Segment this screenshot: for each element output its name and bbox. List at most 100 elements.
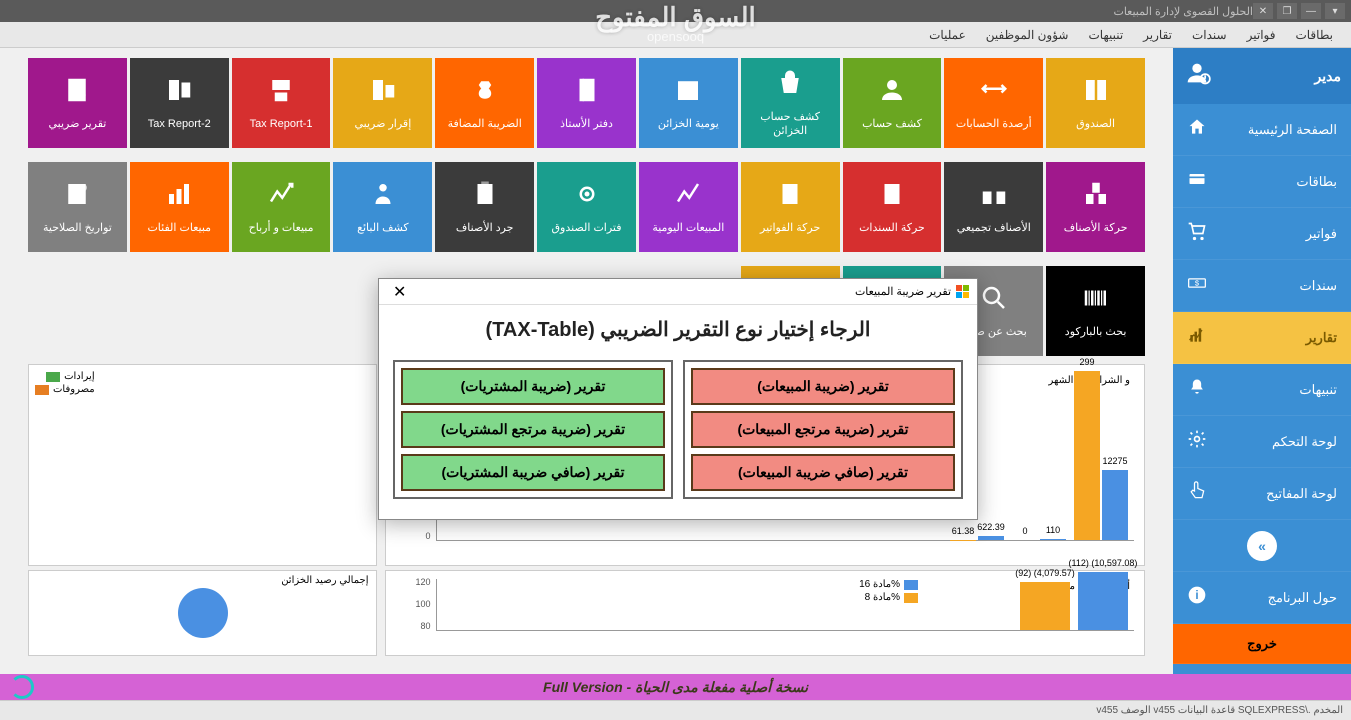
svg-text:$: $ [1195,278,1200,287]
tile-cats[interactable]: مبيعات الفئات [130,162,229,252]
menu-cards[interactable]: بطاقات [1287,26,1341,44]
tile-label: حركة السندات [859,222,925,235]
tile-barcode[interactable]: بحث بالباركود [1046,266,1145,356]
btn-purchase-tax-report[interactable]: تقرير (ضريبة المشتريات) [401,368,665,405]
sidebar-label: حول البرنامج [1268,590,1337,606]
tax-report-dialog: تقرير ضريبة المبيعات ✕ الرجاء إختيار نوع… [378,278,978,520]
main-menubar: بطاقات فواتير سندات تقارير تنبيهات شؤون … [0,22,1351,48]
tile-taxcalc[interactable]: إقرار ضريبي [333,58,432,148]
sidebar-item-control-panel[interactable]: لوحة التحكم [1173,416,1351,468]
main-content: الصندوق أرصدة الحسابات كشف حساب $ كشف حساب ا… [0,48,1173,678]
tile-label: كشف حساب الخزائن [745,111,836,137]
exchange-icon [979,75,1009,112]
tile-label: جرد الأصناف [456,222,514,235]
tile-person[interactable]: كشف حساب [843,58,942,148]
window-title: الحلول القصوى لإدارة المبيعات [6,5,1253,18]
tile-label: Tax Report-1 [250,118,313,131]
window-min-button[interactable]: — [1301,3,1321,19]
tile-bag[interactable]: $ كشف حساب الخزائن [741,58,840,148]
tile-seller[interactable]: كشف البائع [333,162,432,252]
sidebar-item-about[interactable]: حول البرنامج i [1173,572,1351,624]
btn-sales-return-tax-report[interactable]: تقرير (ضريبة مرتجع المبيعات) [691,411,955,448]
barcode-icon [1081,283,1111,320]
doc-icon [877,179,907,216]
sidebar-exit-button[interactable]: خروج [1173,624,1351,664]
tile-gear2[interactable]: فترات الصندوق [537,162,636,252]
chart-legend-box: إيراداتمصروفات [28,364,377,566]
sidebar-label: لوحة المفاتيح [1266,486,1337,502]
dialog-titlebar: تقرير ضريبة المبيعات ✕ [379,279,977,305]
menu-invoices[interactable]: فواتير [1239,26,1284,44]
tile-label: الصندوق [1076,118,1115,131]
boxes-icon [1081,179,1111,216]
window-dropdown-button[interactable]: ▾ [1325,3,1345,19]
home-icon [1187,117,1207,143]
tile-graph[interactable]: المبيعات اليومية [639,162,738,252]
refresh-icon[interactable] [10,675,34,699]
tile-expiry[interactable]: تواريخ الصلاحية [28,162,127,252]
dialog-close-button[interactable]: ✕ [387,282,412,302]
menu-vouchers[interactable]: سندات [1184,26,1235,44]
svg-text:$: $ [787,77,794,91]
sidebar-collapse-button[interactable]: » [1173,520,1351,572]
svg-text:$: $ [482,86,489,98]
sidebar-item-invoices[interactable]: فواتير [1173,208,1351,260]
tile-taxcalc2[interactable]: Tax Report-2 [130,58,229,148]
graph-icon [673,179,703,216]
tile-label: حركة الأصناف [1064,222,1128,235]
tile-exchange[interactable]: أرصدة الحسابات [944,58,1043,148]
search-icon [979,283,1009,320]
menu-reports[interactable]: تقارير [1135,26,1180,44]
info-icon: i [1187,585,1207,611]
tile-label: كشف حساب [862,118,922,131]
window-max-button[interactable]: ❐ [1277,3,1297,19]
chart3-title: إجمالي رصيد الخزائن [281,575,368,586]
dialog-app-icon [955,285,969,299]
window-close-button[interactable]: ✕ [1253,3,1273,19]
tile-label: تواريخ الصلاحية [43,222,112,235]
dialog-title-text: تقرير ضريبة المبيعات [855,285,951,298]
btn-purchase-return-tax-report[interactable]: تقرير (ضريبة مرتجع المشتريات) [401,411,665,448]
seller-icon [368,179,398,216]
menu-employees[interactable]: شؤون الموظفين [978,26,1077,44]
btn-net-sales-tax-report[interactable]: تقرير (صافي ضريبة المبيعات) [691,454,955,491]
calendar-icon [673,75,703,112]
tile-calendar[interactable]: يومية الخزائن [639,58,738,148]
sidebar-item-vouchers[interactable]: سندات $ [1173,260,1351,312]
menu-alerts[interactable]: تنبيهات [1080,26,1131,44]
tile-label: أرصدة الحسابات [956,118,1032,131]
btn-net-purchase-tax-report[interactable]: تقرير (صافي ضريبة المشتريات) [401,454,665,491]
tile-notebook[interactable]: دفتر الأستاذ [537,58,636,148]
tile-label: دفتر الأستاذ [560,118,613,131]
sidebar-item-cards[interactable]: بطاقات [1173,156,1351,208]
user-power-icon[interactable] [1183,59,1211,94]
tile-taxdoc[interactable]: تقرير ضريبي [28,58,127,148]
tile-boxes[interactable]: حركة الأصناف [1046,162,1145,252]
gear2-icon [572,179,602,216]
tile-clipboard[interactable]: جرد الأصناف [435,162,534,252]
chart1-legend: إيراداتمصروفات [35,371,95,395]
tile-doc2[interactable]: حركة الفواتير [741,162,840,252]
window-titlebar: ✕ ❐ — ▾ الحلول القصوى لإدارة المبيعات [0,0,1351,22]
dialog-header: الرجاء إختيار نوع التقرير الضريبي (TAX-T… [379,305,977,360]
sidebar-item-home[interactable]: الصفحة الرئيسية [1173,104,1351,156]
profit-icon [266,179,296,216]
tile-boxes2[interactable]: الأصناف تجميعي [944,162,1043,252]
sidebar-item-alerts[interactable]: تنبيهات [1173,364,1351,416]
sidebar-item-keyboard[interactable]: لوحة المفاتيح [1173,468,1351,520]
user-role-label: مدير [1315,68,1341,85]
tile-book[interactable]: الصندوق [1046,58,1145,148]
exit-label: خروج [1247,636,1277,652]
expiry-icon [62,179,92,216]
tile-doc[interactable]: حركة السندات [843,162,942,252]
window-controls: ✕ ❐ — ▾ [1253,3,1345,19]
btn-sales-tax-report[interactable]: تقرير (ضريبة المبيعات) [691,368,955,405]
clipboard-icon [470,179,500,216]
tile-profit[interactable]: مبيعات و أرباح [232,162,331,252]
sidebar-item-reports[interactable]: تقارير [1173,312,1351,364]
tile-label: Tax Report-2 [148,118,211,131]
tile-label: فترات الصندوق [552,222,622,235]
tile-tax[interactable]: TAXTax Report-1 [232,58,331,148]
menu-operations[interactable]: عمليات [921,26,974,44]
tile-moneybag[interactable]: $الضريبة المضافة [435,58,534,148]
